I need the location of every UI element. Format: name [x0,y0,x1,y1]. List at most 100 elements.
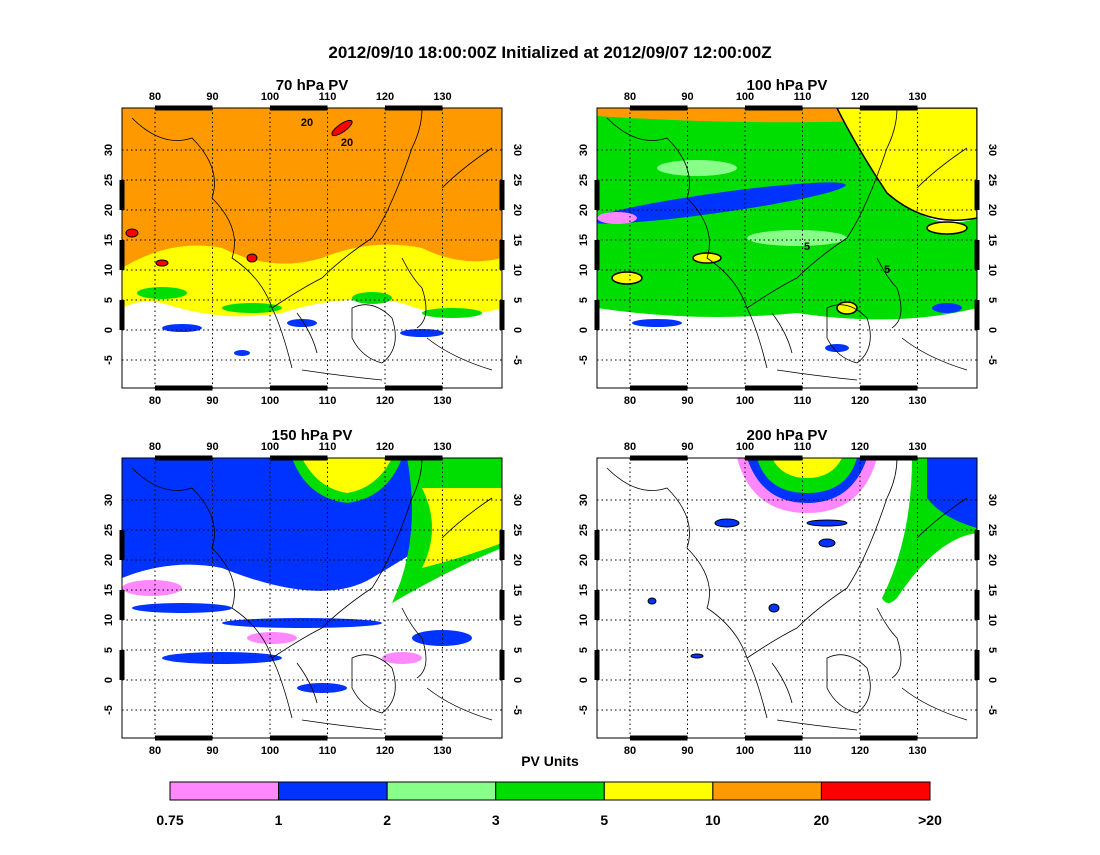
lon-tick-label: 130 [433,745,451,757]
lat-tick-label: 10 [578,264,590,276]
lon-tick-label: 120 [376,745,394,757]
lat-tick-label: -5 [578,705,590,715]
panel-title: 70 hPa PV [276,77,349,94]
colorbar-swatch [386,781,497,801]
lat-tick-label: 25 [103,524,115,536]
colorbar-label: PV Units [521,753,579,769]
lon-tick-label: 110 [319,395,337,407]
lat-tick-label: 10 [578,614,590,626]
lat-tick-label: 20 [578,204,590,216]
lat-tick-label: 15 [511,584,523,596]
colorbar-swatch [820,781,931,801]
lat-tick-label: 10 [103,614,115,626]
colorbar-swatch [712,781,822,801]
colorbar-tick-label: 3 [492,812,500,828]
lat-tick-label: 15 [511,234,523,246]
lat-tick-label: 5 [511,647,523,653]
lat-tick-label: 10 [986,264,998,276]
lon-tick-label: 90 [206,91,218,103]
lon-tick-label: 130 [433,395,451,407]
map-panel: 150 hPa PV808090901001001101101201201301… [103,427,523,757]
lon-tick-label: 90 [206,745,218,757]
lon-tick-label: 130 [433,91,451,103]
panel-title: 100 hPa PV [747,77,828,94]
lat-tick-label: 25 [511,524,523,536]
lon-tick-label: 120 [376,395,394,407]
lat-tick-label: 10 [511,614,523,626]
lat-tick-label: 20 [511,204,523,216]
lon-tick-label: 110 [794,441,812,453]
lat-tick-label: 15 [103,234,115,246]
lat-tick-label: 30 [511,144,523,156]
lon-tick-label: 110 [794,395,812,407]
colorbar-tick-label: 10 [705,812,721,828]
lat-tick-label: -5 [986,355,998,365]
lat-tick-label: 5 [103,297,115,303]
lat-tick-label: 30 [986,494,998,506]
contour-label: 5 [884,264,890,276]
lat-tick-label: 5 [578,647,590,653]
lat-tick-label: 0 [103,327,115,333]
lat-tick-label: 25 [986,174,998,186]
colorbar-swatch [278,781,388,801]
lon-tick-label: 90 [206,395,218,407]
colorbar-tick-label: >20 [918,812,942,828]
lat-tick-label: 5 [578,297,590,303]
lon-tick-label: 90 [681,441,693,453]
panel-title: 150 hPa PV [272,427,353,444]
contour-label: 20 [341,137,353,149]
lon-tick-label: 80 [624,91,636,103]
lon-tick-label: 130 [908,745,926,757]
lat-tick-label: 30 [578,144,590,156]
lat-tick-label: 15 [986,584,998,596]
lon-tick-label: 130 [908,395,926,407]
lat-tick-label: 0 [511,327,523,333]
lon-tick-label: 100 [261,441,279,453]
lon-tick-label: 80 [149,395,161,407]
lat-tick-label: 25 [578,524,590,536]
colorbar-tick-label: 20 [814,812,830,828]
lon-tick-label: 80 [149,91,161,103]
lat-tick-label: 15 [578,584,590,596]
lat-tick-label: 20 [511,554,523,566]
lat-tick-label: 30 [511,494,523,506]
lat-tick-label: 0 [986,327,998,333]
lon-tick-label: 80 [624,745,636,757]
lon-tick-label: 130 [908,91,926,103]
lon-tick-label: 110 [319,745,337,757]
lon-tick-label: 110 [319,441,337,453]
lat-tick-label: -5 [578,355,590,365]
lat-tick-label: 30 [103,494,115,506]
map-panel: 200 hPa PV808090901001001101101201201301… [578,427,998,757]
colorbar-tick-label: 5 [600,812,608,828]
lon-tick-label: 130 [433,441,451,453]
colorbar-swatch [603,781,714,801]
lon-tick-label: 120 [376,441,394,453]
lat-tick-label: 30 [986,144,998,156]
lon-tick-label: 120 [851,441,869,453]
lon-tick-label: 100 [736,441,754,453]
colorbar-tick-label: 0.75 [156,812,183,828]
lat-tick-label: 20 [986,204,998,216]
lat-tick-label: -5 [511,355,523,365]
lon-tick-label: 110 [319,91,337,103]
lat-tick-label: 5 [986,647,998,653]
contour-label: 20 [301,117,313,129]
lat-tick-label: 0 [511,677,523,683]
colorbar-swatch [169,781,280,801]
lon-tick-label: 110 [794,745,812,757]
lat-tick-label: 25 [103,174,115,186]
lat-tick-label: 15 [578,234,590,246]
contour-label: 5 [804,241,810,253]
lat-tick-label: 15 [103,584,115,596]
lat-tick-label: -5 [103,355,115,365]
lon-tick-label: 120 [851,745,869,757]
lon-tick-label: 80 [149,745,161,757]
lat-tick-label: 5 [103,647,115,653]
lat-tick-label: 10 [103,264,115,276]
colorbar-swatch [495,781,605,801]
lat-tick-label: 30 [578,494,590,506]
lon-tick-label: 90 [681,395,693,407]
lat-tick-label: 25 [578,174,590,186]
